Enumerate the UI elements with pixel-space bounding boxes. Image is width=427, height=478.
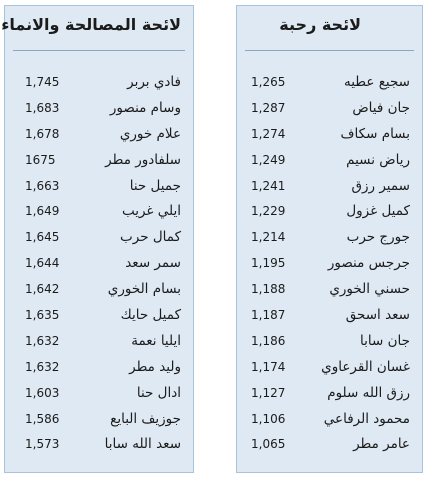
candidate-name: كميل حايك xyxy=(120,307,181,324)
vote-count: 1,274 xyxy=(251,126,286,141)
vote-count: 1,586 xyxy=(25,411,60,426)
candidate-name: رياض نسيم xyxy=(346,151,410,168)
left-candidate-row: 1,586 جوزيف البايع xyxy=(5,406,193,432)
vote-count: 1,663 xyxy=(25,178,60,193)
candidate-name: سلفادور مطر xyxy=(105,151,181,168)
vote-count: 1,649 xyxy=(25,204,60,219)
left-candidate-row: 1,683 وسام منصور xyxy=(5,95,193,121)
candidate-name: وسام منصور xyxy=(109,99,181,116)
left-candidate-row: 1,642 بسام الخوري xyxy=(5,276,193,302)
left-candidate-row: 1,745 فادي بربر xyxy=(5,69,193,95)
left-candidate-row: 1,678 علام خوري xyxy=(5,121,193,147)
vote-count: 1,106 xyxy=(251,411,286,426)
right-candidate-row: 1,174 غسان القرعاوي xyxy=(237,354,422,380)
right-candidate-row: 1,214 جورج حرب xyxy=(237,224,422,250)
vote-count: 1,065 xyxy=(251,437,286,452)
right-candidate-row: 1,265 سجيع عطيه xyxy=(237,69,422,95)
candidate-name: بسام الخوري xyxy=(107,281,181,298)
candidate-name: سجيع عطيه xyxy=(343,74,410,90)
left-candidate-row: 1,635 كميل حايك xyxy=(5,302,193,328)
right-candidate-row: 1,274 بسام سكاف xyxy=(237,121,422,147)
vote-count: 1,603 xyxy=(25,385,60,400)
right-candidate-row: 1,249 رياض نسيم xyxy=(237,147,422,173)
candidate-name: سعد الله سابا xyxy=(104,436,181,453)
vote-count: 1,632 xyxy=(25,333,60,348)
right-candidate-row: 1,241 سمير رزق xyxy=(237,173,422,199)
right-list-rows: 1,265 سجيع عطيه 1,287 جان فياض 1,274 بسام سكا… xyxy=(237,69,422,457)
vote-count: 1,241 xyxy=(251,178,286,193)
candidate-name: فادي بربر xyxy=(127,74,181,90)
left-list-rows: 1,745 فادي بربر 1,683 وسام منصور 1,678 علام خ… xyxy=(5,69,193,457)
candidate-name: محمود الرفاعي xyxy=(323,410,410,427)
vote-count: 1,249 xyxy=(251,152,286,167)
candidate-name: كمال حرب xyxy=(120,229,181,246)
candidate-name: جورج حرب xyxy=(346,229,410,246)
vote-count: 1,287 xyxy=(251,100,286,115)
candidate-name: سمر سعد xyxy=(125,255,181,272)
left-list-title: لائحة المصالحة والانماء xyxy=(1,15,181,34)
vote-count: 1,214 xyxy=(251,230,286,245)
vote-count: 1,127 xyxy=(251,385,286,400)
right-candidate-row: 1,188 حسني الخوري xyxy=(237,276,422,302)
candidate-name: جميل حنا xyxy=(129,177,181,194)
vote-count: 1,642 xyxy=(25,282,60,297)
left-candidate-row: 1,632 ايليا نعمة xyxy=(5,328,193,354)
candidate-name: علام خوري xyxy=(119,125,181,142)
left-candidate-row: 1,632 وليد مطر xyxy=(5,354,193,380)
right-candidate-row: 1,229 كميل غزول xyxy=(237,198,422,224)
vote-count: 1,573 xyxy=(25,437,60,452)
left-list-panel: لائحة المصالحة والانماء 1,745 فادي بربر 1,… xyxy=(1,5,194,473)
vote-count: 1,229 xyxy=(251,204,286,219)
right-candidate-row: 1,065 عامر مطر xyxy=(237,431,422,457)
candidate-name: رزق الله سلوم xyxy=(327,384,410,401)
left-candidate-row: 1,645 كمال حرب xyxy=(5,224,193,250)
right-list-divider xyxy=(245,50,414,51)
vote-count: 1,174 xyxy=(251,359,286,374)
vote-count: 1,635 xyxy=(25,308,60,323)
vote-count: 1,186 xyxy=(251,333,286,348)
candidate-name: عامر مطر xyxy=(353,436,410,453)
right-candidate-row: 1,186 جان سابا xyxy=(237,328,422,354)
vote-count: 1,683 xyxy=(25,100,60,115)
left-candidate-row: 1675 سلفادور مطر xyxy=(5,147,193,173)
right-candidate-row: 1,106 محمود الرفاعي xyxy=(237,406,422,432)
vote-count: 1,265 xyxy=(251,75,286,89)
left-candidate-row: 1,649 ايلي غريب xyxy=(5,198,193,224)
vote-count: 1,644 xyxy=(25,256,60,271)
vote-count: 1,187 xyxy=(251,308,286,323)
candidate-name: وليد مطر xyxy=(129,358,181,375)
candidate-name: ايليا نعمة xyxy=(131,332,181,349)
candidate-name: جوزيف البايع xyxy=(110,410,181,427)
left-list-divider xyxy=(13,50,185,51)
vote-count: 1675 xyxy=(25,152,56,167)
vote-count: 1,645 xyxy=(25,230,60,245)
candidate-name: جرجس منصور xyxy=(327,255,410,272)
right-candidate-row: 1,127 رزق الله سلوم xyxy=(237,380,422,406)
candidate-name: ادال حنا xyxy=(136,384,181,401)
candidate-name: غسان القرعاوي xyxy=(321,358,410,375)
candidate-name: حسني الخوري xyxy=(329,281,410,298)
vote-count: 1,678 xyxy=(25,126,60,141)
candidate-name: جان فياض xyxy=(352,99,410,116)
candidate-name: سمير رزق xyxy=(351,177,410,194)
vote-count: 1,745 xyxy=(25,75,60,89)
left-candidate-row: 1,663 جميل حنا xyxy=(5,173,193,199)
left-candidate-row: 1,573 سعد الله سابا xyxy=(5,431,193,457)
right-candidate-row: 1,187 سعد اسحق xyxy=(237,302,422,328)
vote-count: 1,188 xyxy=(251,282,286,297)
left-candidate-row: 1,603 ادال حنا xyxy=(5,380,193,406)
right-list-title: لائحة رحبة xyxy=(279,15,361,34)
left-candidate-row: 1,644 سمر سعد xyxy=(5,250,193,276)
vote-count: 1,632 xyxy=(25,359,60,374)
candidate-name: سعد اسحق xyxy=(345,307,410,324)
right-list-panel: لائحة رحبة 1,265 سجيع عطيه 1,287 جان فياض 1,… xyxy=(236,5,423,473)
candidate-name: بسام سكاف xyxy=(340,125,410,142)
candidate-name: كميل غزول xyxy=(346,203,410,220)
right-candidate-row: 1,287 جان فياض xyxy=(237,95,422,121)
candidate-name: ايلي غريب xyxy=(121,203,181,220)
right-candidate-row: 1,195 جرجس منصور xyxy=(237,250,422,276)
candidate-name: جان سابا xyxy=(360,332,410,349)
vote-count: 1,195 xyxy=(251,256,286,271)
